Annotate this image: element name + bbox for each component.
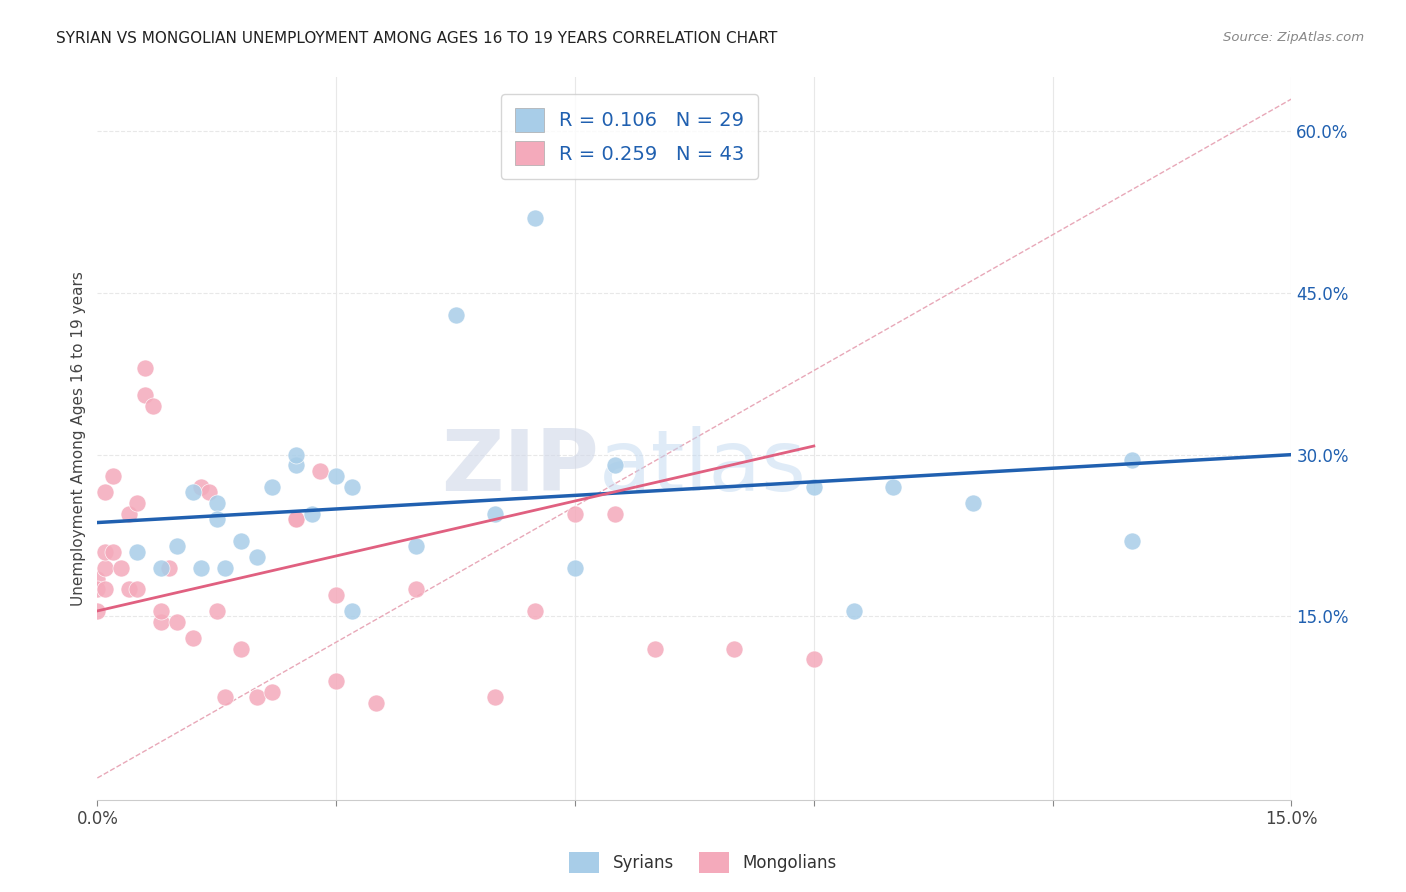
Point: [110, 561, 132, 575]
Point: [1121, 453, 1143, 467]
Point: [603, 507, 626, 521]
Point: [245, 690, 267, 705]
Point: [198, 485, 221, 500]
Point: [564, 561, 586, 575]
Point: [229, 641, 252, 656]
Point: [262, 480, 284, 494]
Point: [103, 469, 125, 483]
Point: [150, 615, 173, 629]
Point: [524, 604, 547, 618]
Point: [94, 561, 117, 575]
Point: [205, 496, 228, 510]
Point: [644, 641, 666, 656]
Text: atlas: atlas: [599, 425, 807, 508]
Point: [285, 512, 308, 526]
Legend: R = 0.106   N = 29, R = 0.259   N = 43: R = 0.106 N = 29, R = 0.259 N = 43: [501, 95, 758, 178]
Point: [803, 652, 825, 666]
Y-axis label: Unemployment Among Ages 16 to 19 years: Unemployment Among Ages 16 to 19 years: [72, 271, 86, 606]
Point: [364, 696, 387, 710]
Point: [484, 690, 506, 705]
Point: [444, 308, 467, 322]
Point: [842, 604, 865, 618]
Point: [309, 464, 332, 478]
Point: [603, 458, 626, 473]
Point: [340, 604, 363, 618]
Text: Source: ZipAtlas.com: Source: ZipAtlas.com: [1223, 31, 1364, 45]
Point: [325, 588, 347, 602]
Point: [285, 458, 308, 473]
Point: [127, 496, 149, 510]
Point: [962, 496, 984, 510]
Point: [285, 512, 308, 526]
Legend: Syrians, Mongolians: Syrians, Mongolians: [562, 846, 844, 880]
Point: [803, 480, 825, 494]
Point: [882, 480, 904, 494]
Point: [484, 507, 506, 521]
Point: [181, 485, 204, 500]
Point: [205, 512, 228, 526]
Point: [190, 480, 212, 494]
Point: [166, 539, 188, 553]
Point: [1121, 533, 1143, 548]
Point: [325, 673, 347, 688]
Point: [524, 211, 547, 225]
Point: [134, 361, 156, 376]
Point: [181, 631, 204, 645]
Point: [564, 507, 586, 521]
Point: [214, 690, 236, 705]
Point: [86, 572, 108, 586]
Point: [142, 399, 165, 413]
Point: [229, 533, 252, 548]
Point: [405, 582, 427, 597]
Point: [301, 507, 323, 521]
Point: [150, 561, 173, 575]
Point: [262, 685, 284, 699]
Point: [285, 448, 308, 462]
Point: [325, 469, 347, 483]
Point: [214, 561, 236, 575]
Point: [166, 615, 188, 629]
Point: [94, 582, 117, 597]
Point: [127, 582, 149, 597]
Point: [94, 485, 117, 500]
Point: [118, 507, 141, 521]
Point: [134, 388, 156, 402]
Point: [127, 544, 149, 558]
Point: [405, 539, 427, 553]
Point: [103, 544, 125, 558]
Point: [205, 604, 228, 618]
Point: [340, 480, 363, 494]
Point: [723, 641, 745, 656]
Point: [86, 604, 108, 618]
Point: [157, 561, 180, 575]
Point: [86, 582, 108, 597]
Point: [150, 604, 173, 618]
Point: [118, 582, 141, 597]
Text: SYRIAN VS MONGOLIAN UNEMPLOYMENT AMONG AGES 16 TO 19 YEARS CORRELATION CHART: SYRIAN VS MONGOLIAN UNEMPLOYMENT AMONG A…: [56, 31, 778, 46]
Point: [94, 544, 117, 558]
Point: [190, 561, 212, 575]
Point: [245, 549, 267, 564]
Text: ZIP: ZIP: [441, 425, 599, 508]
